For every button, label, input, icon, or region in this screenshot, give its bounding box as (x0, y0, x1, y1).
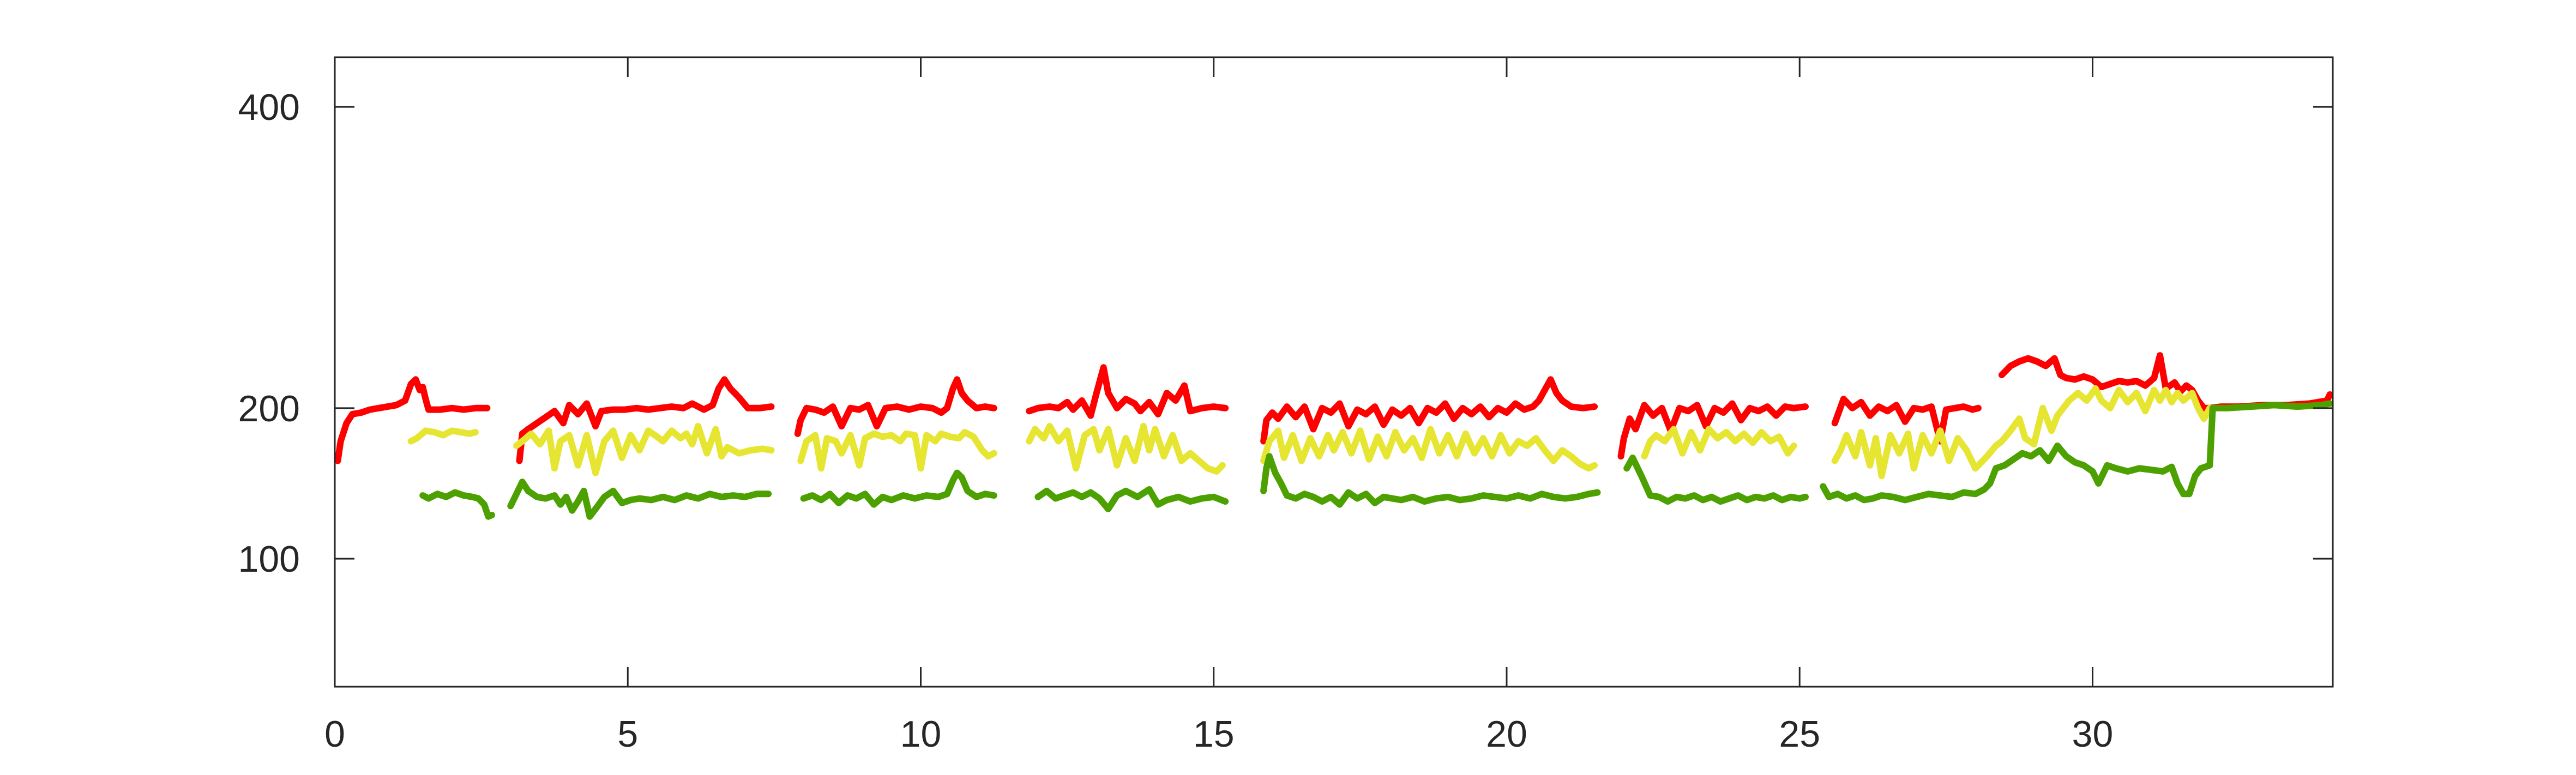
axes-box (334, 56, 2334, 688)
series-1-segment-6 (1831, 385, 2213, 480)
x-tick-label: 10 (900, 713, 942, 755)
series-1-segment-1 (513, 423, 775, 476)
series-1-segment-3 (1026, 423, 1226, 475)
series-layer (334, 352, 2333, 520)
plot-area-background (335, 57, 2333, 687)
x-tick-label: 5 (617, 713, 638, 755)
series-2-segment-3 (1034, 486, 1229, 512)
series-0 (334, 352, 2333, 464)
series-1-segment-2 (797, 429, 997, 472)
series-2-segment-5 (1623, 455, 1809, 505)
x-tick-label: 30 (2072, 713, 2114, 755)
series-2-segment-1 (507, 479, 772, 520)
x-tick-label: 15 (1193, 713, 1235, 755)
series-0-segment-1 (516, 376, 775, 464)
x-tick-label: 20 (1486, 713, 1527, 755)
series-0-segment-2 (794, 376, 997, 437)
series-0-segment-3 (1026, 364, 1229, 419)
series-1-segment-4 (1260, 426, 1598, 472)
series-2 (419, 400, 2333, 520)
series-2-segment-4 (1260, 453, 1601, 508)
y-tick-label: 200 (238, 388, 300, 429)
series-0-segment-4 (1260, 376, 1598, 445)
tick-labels-layer: 0 5 10 15 20 25 30 100 200 400 (238, 87, 2114, 755)
series-2-segment-0 (419, 489, 495, 520)
series-2-segment-6 (1820, 400, 2333, 504)
x-tick-label: 25 (1779, 713, 1820, 755)
series-1-segment-0 (407, 427, 479, 445)
x-tick-label: 0 (324, 713, 345, 755)
y-tick-label: 400 (238, 87, 300, 128)
series-2-segment-2 (800, 469, 997, 508)
series-1 (407, 385, 2213, 480)
series-0-segment-0 (334, 376, 491, 464)
series-0-segment-6 (1831, 396, 1982, 445)
series-1-segment-5 (1641, 426, 1797, 460)
series-0-segment-5 (1617, 400, 1809, 460)
y-tick-label: 100 (238, 538, 300, 580)
